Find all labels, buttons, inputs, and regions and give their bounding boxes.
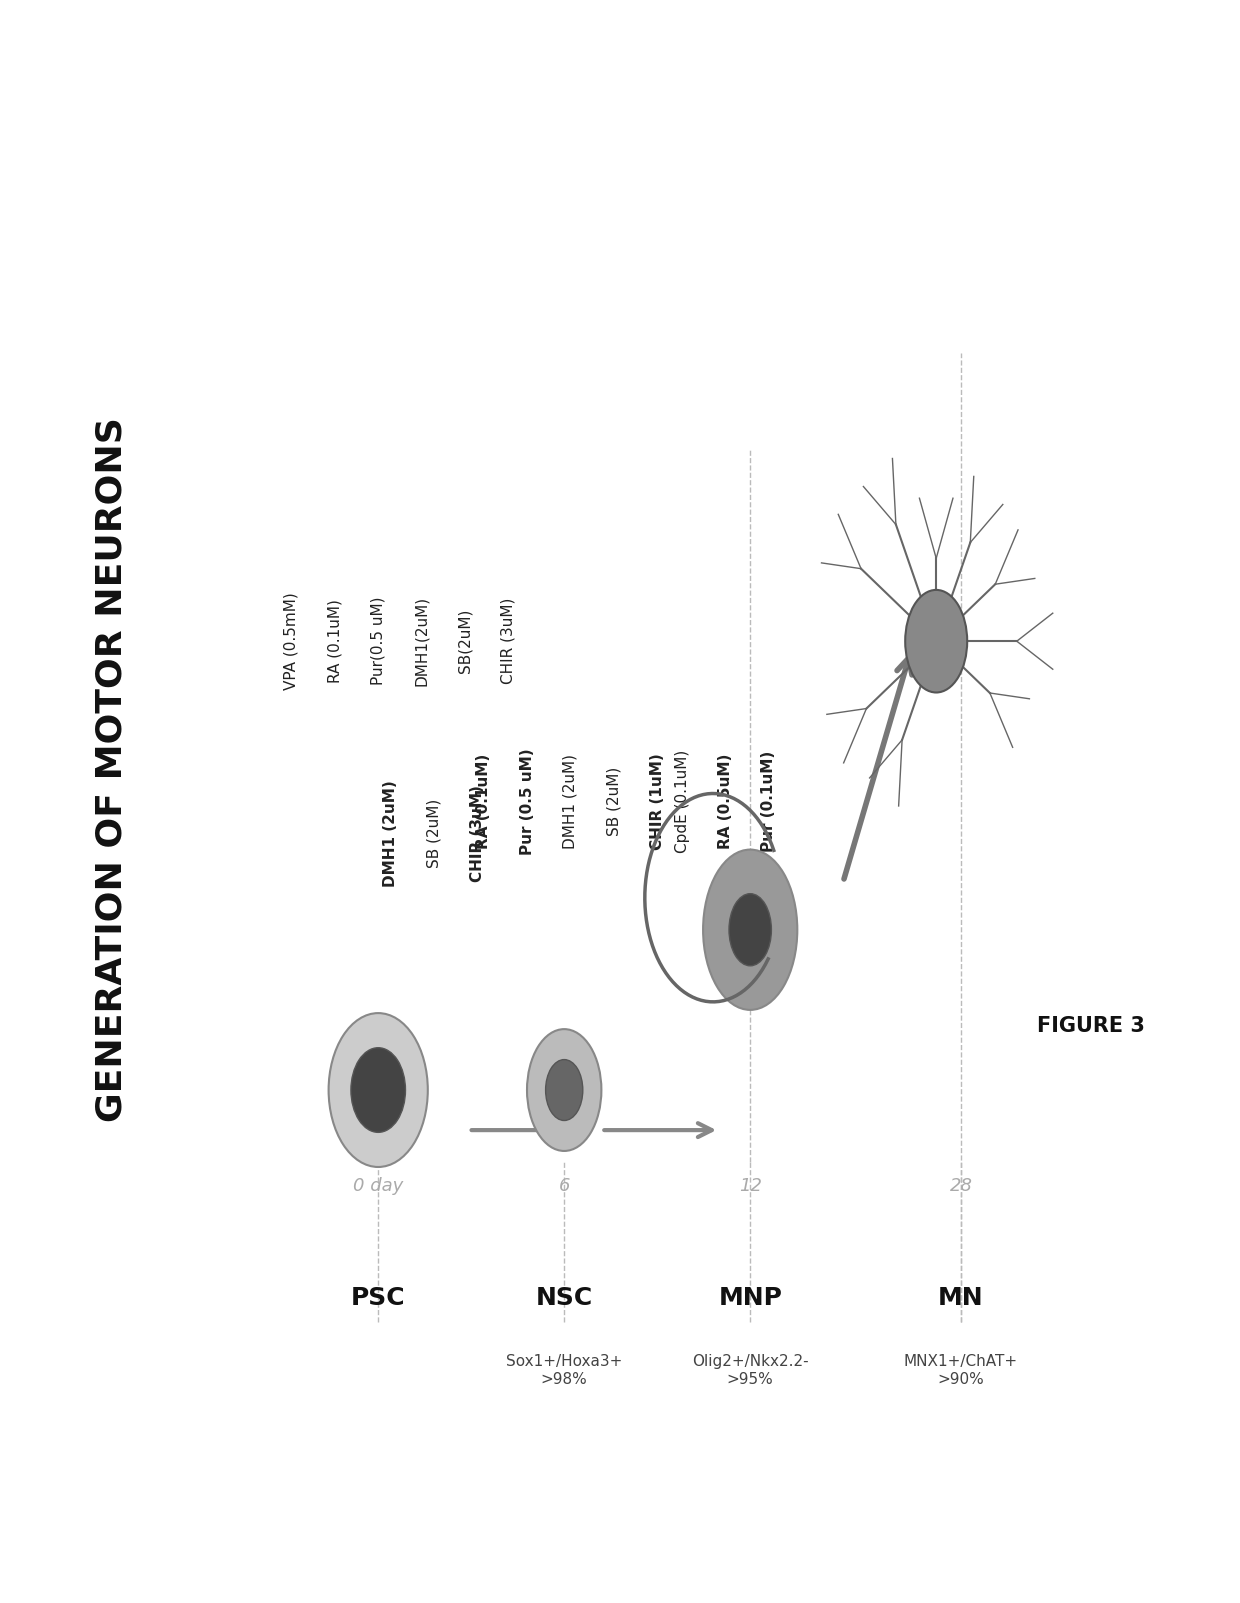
- Text: CHIR (1uM): CHIR (1uM): [650, 753, 665, 850]
- Text: VPA (0.5mM): VPA (0.5mM): [284, 593, 299, 689]
- Text: MNP: MNP: [718, 1287, 782, 1310]
- Text: Pur (0.5 uM): Pur (0.5 uM): [520, 749, 534, 854]
- Ellipse shape: [703, 850, 797, 1010]
- Ellipse shape: [546, 1060, 583, 1120]
- Ellipse shape: [905, 590, 967, 692]
- Ellipse shape: [351, 1048, 405, 1132]
- Ellipse shape: [729, 894, 771, 965]
- Text: 6: 6: [558, 1177, 570, 1196]
- Text: Olig2+/Nkx2.2-
>95%: Olig2+/Nkx2.2- >95%: [692, 1355, 808, 1387]
- Text: 0 day: 0 day: [353, 1177, 403, 1196]
- Text: DMH1 (2uM): DMH1 (2uM): [383, 781, 398, 886]
- Text: Sox1+/Hoxa3+
>98%: Sox1+/Hoxa3+ >98%: [506, 1355, 622, 1387]
- Text: MNX1+/ChAT+
>90%: MNX1+/ChAT+ >90%: [904, 1355, 1018, 1387]
- Text: RA (0.5uM): RA (0.5uM): [718, 753, 733, 850]
- Text: SB (2uM): SB (2uM): [427, 798, 441, 869]
- Text: GENERATION OF MOTOR NEURONS: GENERATION OF MOTOR NEURONS: [94, 417, 129, 1122]
- Text: FIGURE 3: FIGURE 3: [1038, 1016, 1145, 1036]
- Text: MN: MN: [939, 1287, 983, 1310]
- Text: RA (0.1uM): RA (0.1uM): [476, 753, 491, 850]
- Text: 12: 12: [739, 1177, 761, 1196]
- Text: CHIR (3uM): CHIR (3uM): [470, 785, 485, 882]
- Text: NSC: NSC: [536, 1287, 593, 1310]
- Text: DMH1 (2uM): DMH1 (2uM): [563, 753, 578, 850]
- Text: PSC: PSC: [351, 1287, 405, 1310]
- Text: CHIR (3uM): CHIR (3uM): [501, 598, 516, 684]
- Ellipse shape: [527, 1029, 601, 1151]
- Ellipse shape: [329, 1013, 428, 1167]
- Text: RA (0.1uM): RA (0.1uM): [327, 600, 342, 683]
- Text: SB (2uM): SB (2uM): [606, 766, 621, 837]
- Text: Pur (0.1uM): Pur (0.1uM): [761, 750, 776, 853]
- Text: SB(2uM): SB(2uM): [458, 609, 472, 673]
- Text: Pur(0.5 uM): Pur(0.5 uM): [371, 596, 386, 686]
- Text: DMH1(2uM): DMH1(2uM): [414, 596, 429, 686]
- Text: 28: 28: [950, 1177, 972, 1196]
- Text: CpdE (0.1uM): CpdE (0.1uM): [675, 750, 689, 853]
